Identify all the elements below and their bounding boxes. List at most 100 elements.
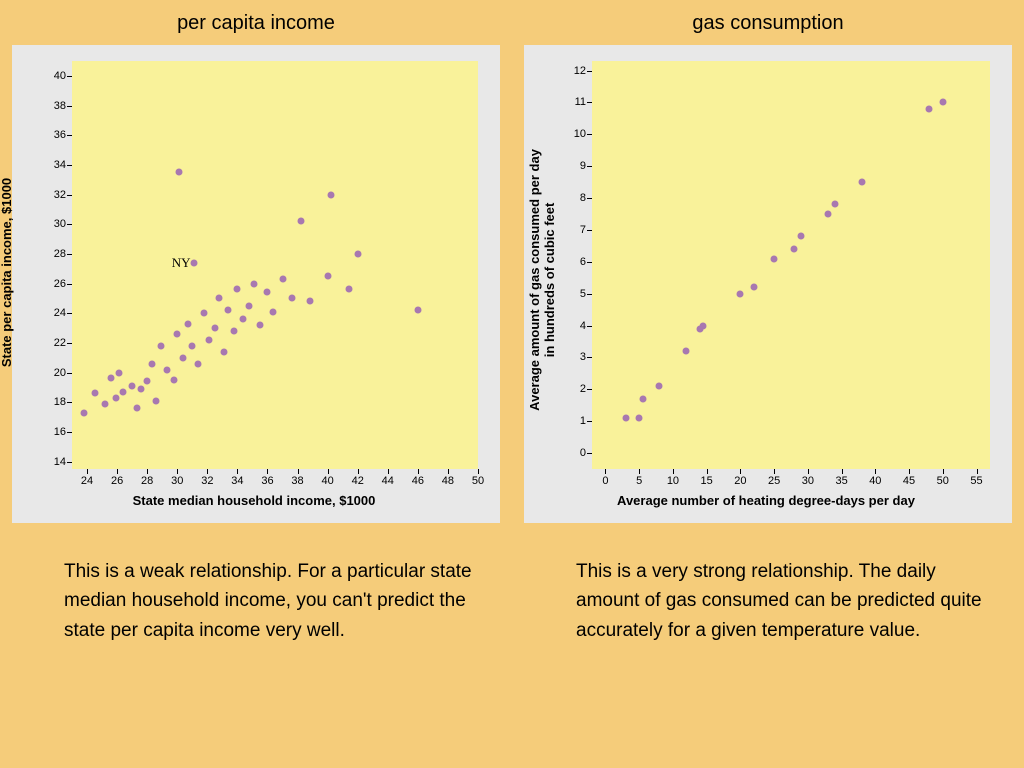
data-point	[175, 169, 182, 176]
x-tick-label: 55	[970, 475, 982, 487]
x-tick-mark	[147, 469, 148, 474]
y-tick-mark	[67, 135, 72, 136]
y-tick-mark	[587, 421, 592, 422]
right-chart: 05101520253035404550550123456789101112Av…	[524, 45, 1012, 523]
data-point	[858, 179, 865, 186]
y-tick-label: 28	[44, 248, 66, 260]
data-point	[231, 328, 238, 335]
x-tick-label: 44	[382, 475, 394, 487]
data-point	[201, 310, 208, 317]
x-tick-label: 25	[768, 475, 780, 487]
y-tick-mark	[67, 284, 72, 285]
y-tick-mark	[67, 343, 72, 344]
x-tick-mark	[842, 469, 843, 474]
y-tick-label: 34	[44, 159, 66, 171]
x-tick-mark	[808, 469, 809, 474]
data-point	[144, 378, 151, 385]
y-tick-mark	[67, 254, 72, 255]
data-point	[220, 348, 227, 355]
x-tick-mark	[388, 469, 389, 474]
x-tick-mark	[740, 469, 741, 474]
x-tick-label: 32	[201, 475, 213, 487]
data-point	[414, 307, 421, 314]
y-tick-mark	[587, 102, 592, 103]
y-tick-label: 32	[44, 189, 66, 201]
y-tick-mark	[67, 224, 72, 225]
data-point	[211, 325, 218, 332]
data-point	[279, 276, 286, 283]
x-tick-label: 24	[81, 475, 93, 487]
data-point	[288, 295, 295, 302]
data-point	[354, 250, 361, 257]
left-caption: This is a weak relationship. For a parti…	[12, 523, 500, 645]
x-axis-label: State median household income, $1000	[22, 493, 486, 508]
left-title: per capita income	[12, 0, 500, 45]
y-tick-mark	[587, 230, 592, 231]
data-point	[939, 99, 946, 106]
y-tick-mark	[67, 373, 72, 374]
x-tick-mark	[605, 469, 606, 474]
y-tick-label: 22	[44, 337, 66, 349]
y-tick-mark	[67, 432, 72, 433]
x-tick-mark	[418, 469, 419, 474]
y-tick-mark	[67, 313, 72, 314]
data-point	[750, 284, 757, 291]
data-point	[240, 316, 247, 323]
data-point	[189, 342, 196, 349]
data-point	[157, 342, 164, 349]
y-tick-mark	[67, 462, 72, 463]
data-point	[234, 286, 241, 293]
x-tick-mark	[673, 469, 674, 474]
y-tick-label: 20	[44, 367, 66, 379]
y-tick-label: 24	[44, 307, 66, 319]
y-tick-label: 6	[564, 256, 586, 268]
data-point	[636, 415, 643, 422]
x-tick-mark	[774, 469, 775, 474]
x-tick-label: 10	[667, 475, 679, 487]
y-tick-label: 36	[44, 129, 66, 141]
data-point	[250, 280, 257, 287]
data-point	[133, 405, 140, 412]
x-tick-mark	[237, 469, 238, 474]
x-tick-mark	[207, 469, 208, 474]
y-tick-label: 26	[44, 278, 66, 290]
x-tick-mark	[177, 469, 178, 474]
data-point	[639, 395, 646, 402]
plot-area	[592, 61, 990, 469]
y-tick-mark	[587, 198, 592, 199]
x-tick-mark	[448, 469, 449, 474]
y-axis-label: Average amount of gas consumed per dayin…	[528, 149, 558, 411]
x-tick-label: 20	[734, 475, 746, 487]
point-annotation: NY	[172, 255, 191, 271]
data-point	[246, 302, 253, 309]
x-tick-label: 35	[835, 475, 847, 487]
right-title: gas consumption	[524, 0, 1012, 45]
y-tick-label: 14	[44, 456, 66, 468]
data-point	[324, 273, 331, 280]
x-tick-label: 15	[701, 475, 713, 487]
x-tick-mark	[328, 469, 329, 474]
y-tick-label: 4	[564, 320, 586, 332]
data-point	[831, 201, 838, 208]
data-point	[190, 259, 197, 266]
data-point	[91, 390, 98, 397]
data-point	[825, 211, 832, 218]
y-tick-mark	[587, 134, 592, 135]
data-point	[926, 105, 933, 112]
x-tick-label: 50	[472, 475, 484, 487]
y-tick-label: 3	[564, 351, 586, 363]
y-tick-mark	[67, 76, 72, 77]
x-tick-label: 46	[412, 475, 424, 487]
data-point	[216, 295, 223, 302]
y-tick-mark	[587, 453, 592, 454]
data-point	[656, 383, 663, 390]
y-tick-label: 0	[564, 447, 586, 459]
x-tick-label: 34	[231, 475, 243, 487]
x-tick-label: 50	[937, 475, 949, 487]
data-point	[138, 385, 145, 392]
data-point	[622, 415, 629, 422]
y-tick-mark	[67, 402, 72, 403]
x-tick-label: 30	[802, 475, 814, 487]
data-point	[256, 322, 263, 329]
x-tick-mark	[875, 469, 876, 474]
